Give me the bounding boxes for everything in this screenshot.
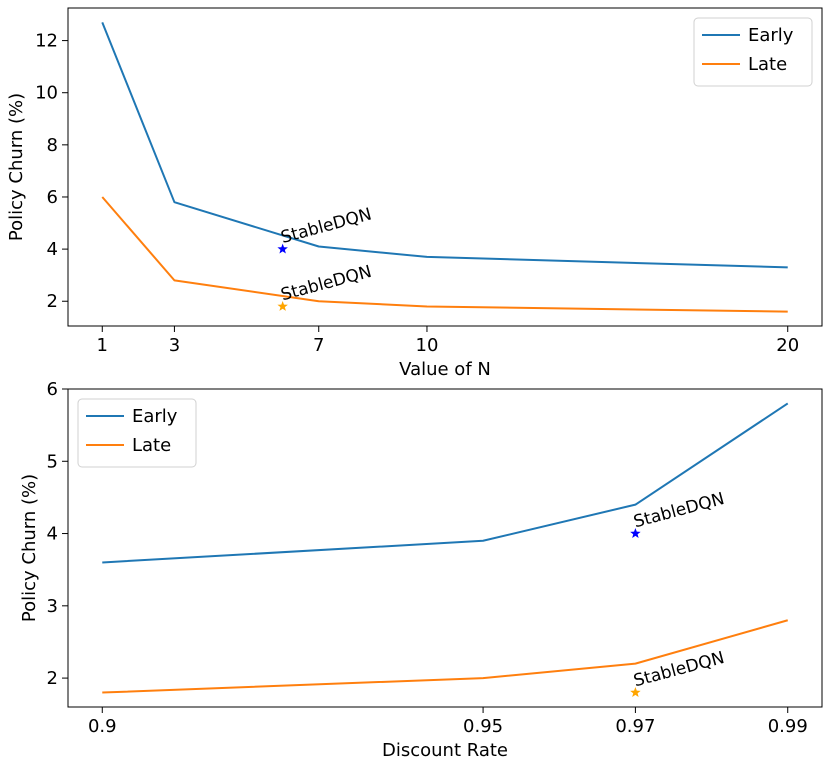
x-tick-label: 0.97	[615, 716, 655, 737]
y-axis-title: Policy Churn (%)	[19, 474, 40, 622]
annotation-star-marker	[277, 300, 288, 311]
plot-area	[67, 388, 823, 708]
y-tick-label: 2	[47, 291, 58, 312]
annotation-label: StableDQN	[632, 489, 727, 532]
annotation-star-marker	[630, 687, 641, 697]
y-tick-label: 2	[47, 668, 58, 689]
y-tick-label: 4	[47, 239, 58, 260]
series-line-late	[102, 619, 789, 694]
top-chart: 1 3 7 10 20 2 4 6 8 10 12 Value of N Policy Churn (%…	[6, 7, 823, 380]
x-tick-label: 3	[169, 335, 180, 356]
y-axis-title: Policy Churn (%)	[6, 93, 27, 241]
legend-label-late: Late	[132, 435, 171, 456]
y-tick-label: 3	[47, 596, 58, 617]
y-tick-label: 6	[47, 379, 58, 400]
annotation-star-marker	[277, 243, 288, 254]
legend: Early Late	[693, 17, 813, 87]
x-tick-label: 7	[313, 335, 324, 356]
x-tick-label: 0.9	[88, 716, 117, 737]
y-tick-label: 8	[47, 135, 58, 156]
annotation-label: StableDQN	[279, 262, 374, 305]
x-tick-label: 0.95	[463, 716, 503, 737]
series-line-early	[102, 402, 789, 564]
legend-label-early: Early	[132, 406, 178, 427]
x-axis-title: Value of N	[399, 359, 491, 380]
annotation-label: StableDQN	[279, 205, 374, 248]
annotation-label: StableDQN	[632, 648, 727, 691]
bottom-chart: 0.9 0.95 0.97 0.99 2 3 4 5 6 Discount Rate Policy …	[19, 379, 823, 761]
legend-label-early: Early	[748, 25, 794, 46]
y-tick-label: 6	[47, 187, 58, 208]
legend: Early Late	[77, 398, 197, 468]
y-tick-label: 5	[47, 451, 58, 472]
y-tick-label: 12	[35, 31, 58, 52]
plot-area	[67, 7, 823, 327]
x-tick-label: 20	[776, 335, 799, 356]
series-line-late	[101, 196, 788, 313]
x-tick-label: 10	[416, 335, 439, 356]
x-tick-label: 1	[97, 335, 108, 356]
series-line-early	[101, 21, 788, 269]
x-axis-title: Discount Rate	[382, 740, 508, 761]
y-tick-label: 10	[35, 83, 58, 104]
x-tick-label: 0.99	[768, 716, 808, 737]
annotation-star-marker	[630, 528, 641, 538]
legend-label-late: Late	[748, 54, 787, 75]
y-tick-label: 4	[47, 524, 58, 545]
